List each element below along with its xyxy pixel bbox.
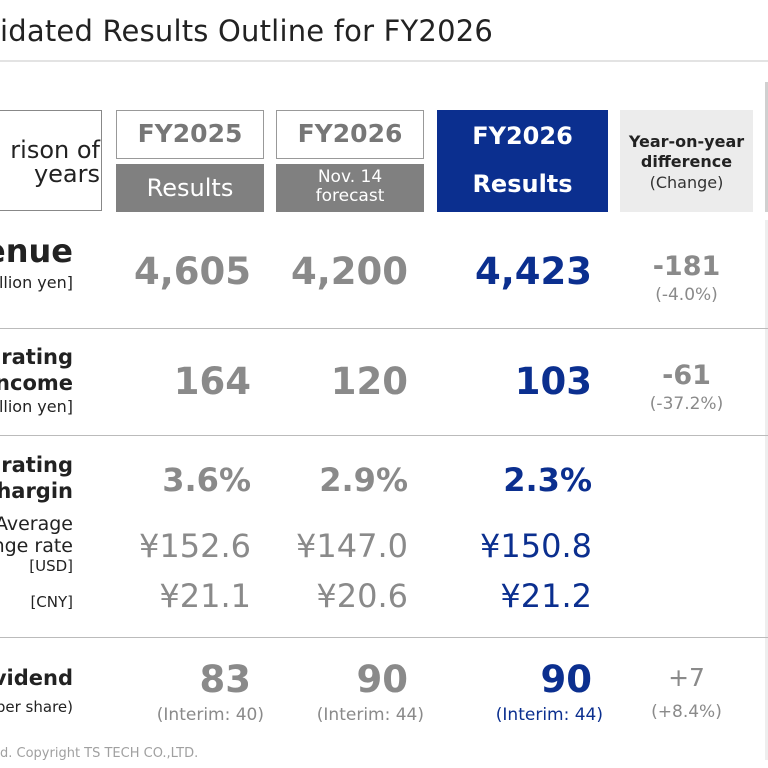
row-divider <box>0 435 768 436</box>
operating-income-forecast: 120 <box>330 360 408 403</box>
usd-rate-forecast: ¥147.0 <box>296 527 408 565</box>
cny-rate-forecast: ¥20.6 <box>316 577 408 615</box>
usd-rate-fy2025: ¥152.6 <box>139 527 251 565</box>
dividend-yoy-value: +7 <box>668 663 705 692</box>
revenue-forecast: 4,200 <box>290 250 408 293</box>
header-fy2025-year: FY2025 <box>116 110 264 159</box>
operating-income-unit: llion yen] <box>0 397 73 416</box>
revenue-fy2025: 4,605 <box>133 250 251 293</box>
header-fy2026-results: FY2026 Results <box>437 110 608 212</box>
copyright-footer: d. Copyright TS TECH CO.,LTD. <box>0 746 199 761</box>
header-fy2026-forecast-label: Nov. 14 forecast <box>276 164 424 212</box>
exchange-rate-usd-label: [USD] <box>29 557 73 575</box>
revenue-label: enue <box>0 232 73 270</box>
operating-margin-fy2025: 3.6% <box>162 461 251 499</box>
dividend-forecast: 90 <box>356 658 409 701</box>
header-fy2025-results: Results <box>116 164 264 212</box>
usd-rate-results: ¥150.8 <box>480 527 592 565</box>
dividend-yoy-change: (+8.4%) <box>651 702 722 722</box>
dividend-label: vidend <box>0 666 73 690</box>
dividend-forecast-interim: (Interim: 44) <box>316 705 424 725</box>
operating-income-yoy-change: (-37.2%) <box>649 394 724 414</box>
revenue-results: 4,423 <box>474 250 592 293</box>
comparison-label: rison of years <box>10 136 100 188</box>
header-yoy-difference: Year-on-year difference (Change) <box>620 110 753 212</box>
operating-margin-label: rating hargin <box>0 453 73 503</box>
row-divider <box>0 637 768 638</box>
right-edge-divider <box>765 82 768 212</box>
page-title: idated Results Outline for FY2026 <box>0 14 494 48</box>
operating-income-yoy-value: -61 <box>662 360 711 391</box>
operating-income-fy2025: 164 <box>173 360 251 403</box>
revenue-unit: llion yen] <box>0 273 73 292</box>
dividend-fy2025-interim: (Interim: 40) <box>156 705 264 725</box>
dividend-results: 90 <box>540 658 593 701</box>
title-divider <box>0 60 768 62</box>
operating-income-results: 103 <box>514 360 592 403</box>
row-divider <box>0 328 768 329</box>
dividend-fy2025: 83 <box>199 658 252 701</box>
dividend-results-interim: (Interim: 44) <box>495 705 603 725</box>
dividend-unit: per share) <box>0 698 73 716</box>
cny-rate-fy2025: ¥21.1 <box>159 577 251 615</box>
right-edge-divider-lower <box>765 220 768 760</box>
operating-income-label: rating ncome <box>0 345 73 395</box>
revenue-yoy-value: -181 <box>652 251 721 282</box>
exchange-rate-label: Average nge rate <box>0 513 73 557</box>
comparison-label-box <box>0 110 102 211</box>
revenue-yoy-change: (-4.0%) <box>655 285 718 305</box>
exchange-rate-cny-label: [CNY] <box>30 593 73 611</box>
operating-margin-results: 2.3% <box>503 461 592 499</box>
cny-rate-results: ¥21.2 <box>500 577 592 615</box>
operating-margin-forecast: 2.9% <box>319 461 408 499</box>
header-fy2026-forecast-year: FY2026 <box>276 110 424 159</box>
